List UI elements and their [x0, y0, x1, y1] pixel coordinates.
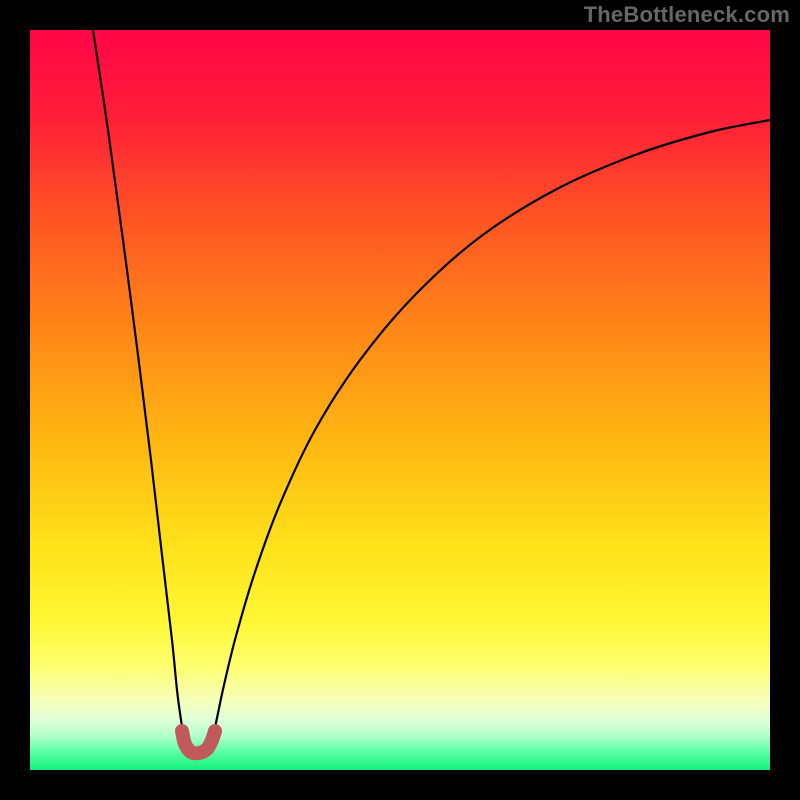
watermark-text: TheBottleneck.com — [584, 2, 790, 28]
plot-svg — [30, 30, 770, 770]
gradient-background — [30, 30, 770, 770]
chart-frame: TheBottleneck.com — [0, 0, 800, 800]
plot-area — [30, 30, 770, 770]
